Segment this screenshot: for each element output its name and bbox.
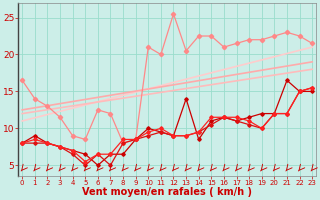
X-axis label: Vent moyen/en rafales ( km/h ): Vent moyen/en rafales ( km/h )	[82, 187, 252, 197]
